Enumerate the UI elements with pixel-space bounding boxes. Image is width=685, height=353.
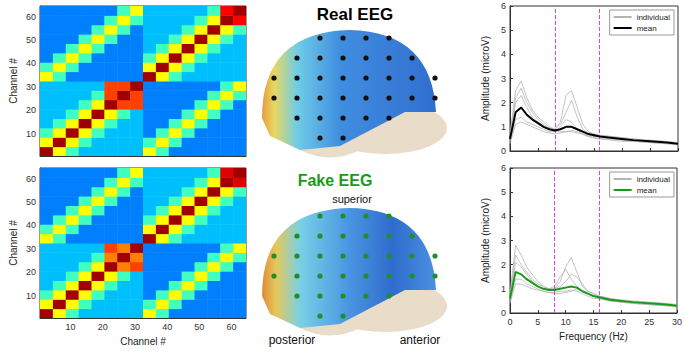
svg-text:30: 30 <box>130 322 140 332</box>
svg-text:10: 10 <box>26 129 36 139</box>
svg-text:4: 4 <box>501 211 506 221</box>
svg-text:individual: individual <box>637 13 671 22</box>
svg-text:60: 60 <box>227 322 237 332</box>
svg-text:40: 40 <box>26 58 36 68</box>
svg-text:50: 50 <box>194 322 204 332</box>
svg-text:0: 0 <box>507 317 512 327</box>
svg-text:Amplitude (microV): Amplitude (microV) <box>480 36 491 121</box>
svg-text:1: 1 <box>501 122 506 132</box>
svg-text:Fake EEG: Fake EEG <box>298 172 373 189</box>
svg-text:6: 6 <box>501 163 506 173</box>
svg-text:60: 60 <box>26 174 36 184</box>
svg-text:40: 40 <box>162 322 172 332</box>
svg-text:20: 20 <box>26 105 36 115</box>
svg-text:3: 3 <box>501 236 506 246</box>
svg-text:40: 40 <box>26 220 36 230</box>
svg-text:Channel #: Channel # <box>8 58 19 104</box>
svg-text:superior: superior <box>332 193 372 205</box>
svg-text:20: 20 <box>616 317 626 327</box>
svg-text:25: 25 <box>644 317 654 327</box>
svg-text:20: 20 <box>26 267 36 277</box>
svg-text:anterior: anterior <box>400 333 441 347</box>
svg-text:0: 0 <box>501 146 506 156</box>
svg-text:30: 30 <box>26 244 36 254</box>
svg-text:Channel #: Channel # <box>8 220 19 266</box>
svg-text:30: 30 <box>672 317 682 327</box>
svg-text:10: 10 <box>561 317 571 327</box>
svg-text:5: 5 <box>501 187 506 197</box>
svg-text:Real EEG: Real EEG <box>317 5 394 24</box>
svg-text:3: 3 <box>501 74 506 84</box>
svg-text:4: 4 <box>501 49 506 59</box>
svg-text:5: 5 <box>535 317 540 327</box>
svg-text:1: 1 <box>501 284 506 294</box>
svg-text:60: 60 <box>26 12 36 22</box>
svg-text:2: 2 <box>501 260 506 270</box>
svg-text:30: 30 <box>26 82 36 92</box>
svg-text:20: 20 <box>98 322 108 332</box>
svg-text:5: 5 <box>501 25 506 35</box>
svg-text:Amplitude (microV): Amplitude (microV) <box>480 198 491 283</box>
svg-text:mean: mean <box>637 186 657 195</box>
svg-text:mean: mean <box>637 24 657 33</box>
svg-text:6: 6 <box>501 1 506 11</box>
svg-text:Channel #: Channel # <box>120 336 166 347</box>
svg-text:0: 0 <box>501 308 506 318</box>
svg-text:2: 2 <box>501 98 506 108</box>
svg-text:50: 50 <box>26 35 36 45</box>
svg-text:posterior: posterior <box>269 333 316 347</box>
svg-text:15: 15 <box>588 317 598 327</box>
svg-text:10: 10 <box>26 291 36 301</box>
svg-text:50: 50 <box>26 197 36 207</box>
svg-text:individual: individual <box>637 175 671 184</box>
svg-text:Frequency (Hz): Frequency (Hz) <box>559 331 628 342</box>
svg-text:10: 10 <box>66 322 76 332</box>
